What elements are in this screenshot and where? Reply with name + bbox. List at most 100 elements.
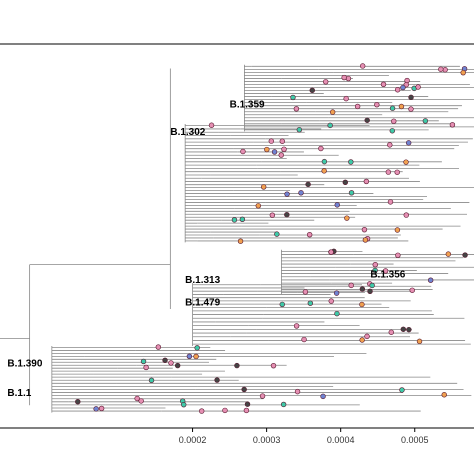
- tip-marker: [341, 74, 347, 81]
- tip-marker: [239, 216, 246, 223]
- tip-marker: [301, 336, 307, 343]
- tip-marker: [222, 407, 228, 414]
- tip-marker: [294, 388, 301, 395]
- tip-marker: [186, 353, 193, 359]
- tip-marker: [403, 159, 409, 165]
- tip-marker: [462, 252, 468, 258]
- tree-tips: [75, 63, 468, 414]
- tip-marker: [403, 212, 409, 218]
- tip-marker: [394, 87, 401, 93]
- tip-marker: [320, 393, 326, 400]
- tip-marker: [155, 344, 162, 350]
- tip-marker: [344, 215, 350, 221]
- tip-marker: [342, 179, 348, 186]
- tip-marker: [148, 377, 155, 384]
- tip-marker: [343, 95, 349, 102]
- tip-marker: [198, 408, 205, 414]
- tip-marker: [359, 301, 365, 308]
- tip-marker: [307, 300, 314, 306]
- tip-marker: [364, 117, 370, 123]
- tip-marker: [140, 358, 147, 365]
- tip-marker: [237, 238, 244, 244]
- tip-marker: [181, 401, 187, 408]
- tip-marker: [281, 146, 287, 152]
- tip-marker: [274, 231, 280, 237]
- tip-marker: [348, 282, 354, 289]
- tip-marker: [98, 405, 105, 412]
- x-tick-label: 0.0004: [327, 435, 355, 445]
- tree-branches: [0, 64, 474, 413]
- tip-marker: [405, 140, 412, 146]
- tip-marker: [208, 122, 215, 128]
- tip-marker: [400, 84, 406, 91]
- tip-marker: [234, 362, 240, 369]
- tip-marker: [388, 329, 394, 335]
- tip-marker: [460, 69, 466, 76]
- tip-marker: [293, 323, 300, 329]
- tip-marker: [427, 277, 434, 283]
- tip-marker: [406, 326, 412, 333]
- plot-frame: [0, 43, 474, 429]
- tip-marker: [327, 122, 333, 129]
- clade-label: B.1.359: [230, 99, 265, 110]
- clade-labels: B.1.359 B.1.302 B.1.313 B.1.356 B.1.479 B.1.3…: [7, 99, 405, 399]
- tip-marker: [395, 252, 401, 258]
- tip-marker: [348, 190, 355, 196]
- x-tick-label: 0.0002: [179, 435, 207, 445]
- tip-marker: [415, 84, 421, 90]
- tip-marker: [174, 362, 181, 369]
- clade-label: B.1.390: [7, 358, 42, 369]
- tip-marker: [134, 395, 140, 402]
- tip-marker: [260, 184, 267, 190]
- tip-marker: [399, 387, 405, 393]
- x-axis: 0.0002 0.0003 0.0004 0.0005: [179, 428, 429, 445]
- tip-marker: [382, 268, 389, 274]
- tip-marker: [306, 231, 313, 238]
- tip-marker: [271, 149, 278, 155]
- tip-marker: [214, 377, 220, 383]
- tip-marker: [75, 398, 81, 405]
- tip-marker: [333, 290, 340, 296]
- tip-marker: [280, 401, 287, 408]
- clade-label: B.1.356: [370, 270, 405, 281]
- tip-marker: [328, 298, 334, 304]
- tip-marker: [364, 333, 370, 340]
- tip-marker: [422, 118, 429, 124]
- tip-marker: [387, 142, 393, 148]
- tip-marker: [367, 288, 373, 294]
- tip-marker: [359, 337, 365, 343]
- tip-marker: [372, 267, 378, 274]
- clade-label: B.1.1: [7, 388, 31, 399]
- tip-marker: [334, 310, 340, 317]
- tip-marker: [416, 338, 423, 345]
- x-tick-label: 0.0003: [253, 435, 281, 445]
- tip-marker: [359, 63, 366, 69]
- tip-marker: [293, 106, 300, 112]
- tip-marker: [408, 94, 414, 101]
- tip-marker: [296, 127, 303, 133]
- tip-marker: [391, 118, 397, 124]
- tip-marker: [409, 287, 415, 293]
- tip-marker: [334, 202, 340, 208]
- tip-marker: [305, 181, 311, 188]
- tip-marker: [255, 203, 261, 209]
- tip-marker: [438, 66, 444, 72]
- tip-marker: [241, 386, 247, 393]
- tip-marker: [240, 148, 246, 155]
- tip-marker: [279, 138, 285, 144]
- tip-marker: [389, 128, 395, 134]
- tip-marker: [168, 360, 174, 366]
- tip-marker: [264, 146, 270, 153]
- tip-marker: [321, 168, 327, 174]
- tip-marker: [323, 79, 329, 85]
- tip-marker: [278, 152, 284, 158]
- tip-marker: [354, 103, 361, 110]
- tip-marker: [93, 406, 99, 412]
- tip-marker: [387, 199, 394, 205]
- tip-marker: [284, 212, 290, 218]
- tip-marker: [400, 326, 407, 332]
- tip-marker: [394, 169, 400, 175]
- tip-marker: [380, 81, 387, 88]
- tip-marker: [193, 353, 199, 360]
